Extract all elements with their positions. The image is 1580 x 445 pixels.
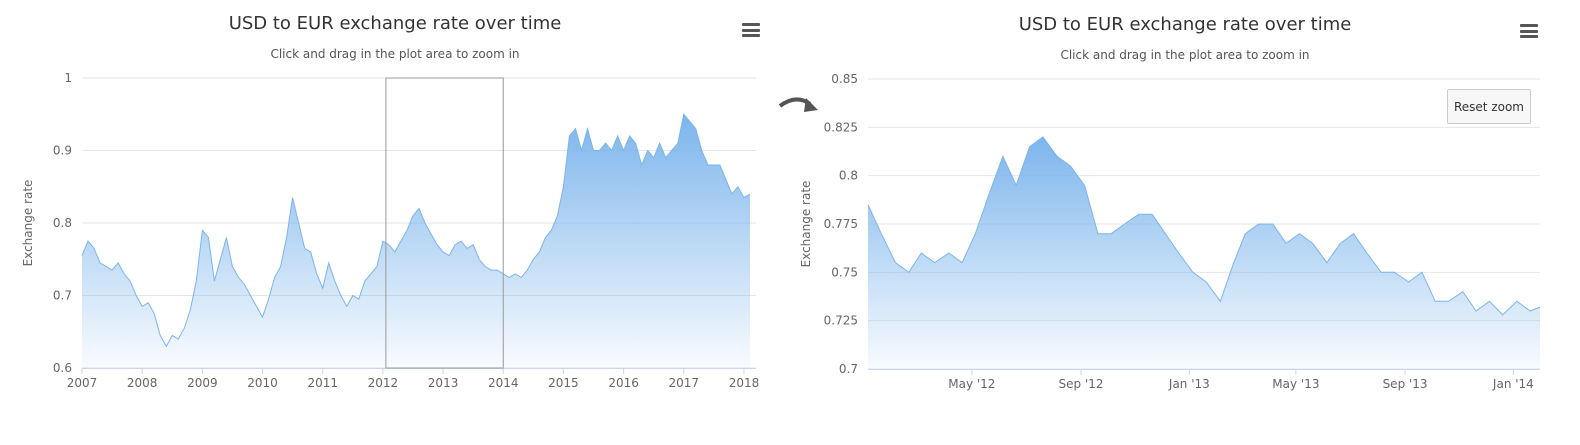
- series-line: [81, 113, 751, 348]
- right-chart-title: USD to EUR exchange rate over time: [1018, 14, 1352, 35]
- y-tick-label: 0.7: [839, 362, 858, 376]
- series-area: [82, 114, 750, 368]
- left-chart-subtitle: Click and drag in the plot area to zoom …: [270, 47, 520, 61]
- y-tick-label: 0.775: [824, 217, 858, 231]
- x-tick-label: 2013: [428, 376, 459, 390]
- y-tick-label: 0.6: [53, 361, 72, 375]
- series-area: [868, 137, 1540, 369]
- y-tick-label: 0.7: [53, 289, 72, 303]
- y-tick-label: 0.825: [824, 120, 858, 134]
- y-tick-label: 0.725: [824, 314, 858, 328]
- x-tick-label: 2017: [669, 376, 700, 390]
- y-tick-label: 0.75: [831, 265, 858, 279]
- x-tick-label: 2018: [729, 376, 760, 390]
- y-axis-title: Exchange rate: [21, 180, 35, 267]
- left-chart-title: USD to EUR exchange rate over time: [228, 13, 562, 34]
- y-tick-label: 1: [64, 71, 72, 85]
- left-chart-panel: USD to EUR exchange rate over time Click…: [0, 0, 790, 445]
- left-chart-svg[interactable]: 0.6 0.7 0.8 0.9 1 2007 2008 2009 2010 2011 2012 201…: [0, 0, 790, 445]
- zoom-selection-rect: [385, 77, 504, 369]
- x-tick-label: 2009: [187, 376, 218, 390]
- right-chart-panel: USD to EUR exchange rate over time Click…: [790, 0, 1580, 445]
- x-tick-label: 2007: [67, 376, 98, 390]
- curved-arrow-icon: [778, 97, 818, 112]
- y-tick-label: 0.9: [53, 144, 72, 158]
- x-tick-label: 2011: [307, 376, 338, 390]
- x-tick-label: Sep '13: [1383, 377, 1428, 391]
- x-tick-label: 2015: [548, 376, 579, 390]
- right-chart-subtitle: Click and drag in the plot area to zoom …: [1060, 48, 1310, 62]
- hamburger-menu-icon[interactable]: [1520, 24, 1538, 38]
- reset-zoom-button[interactable]: Reset zoom: [1447, 89, 1531, 124]
- y-axis-title: Exchange rate: [799, 181, 813, 268]
- y-tick-label: 0.8: [839, 169, 858, 183]
- x-tick-label: Jan '13: [1168, 377, 1210, 391]
- x-tick-label: May '12: [948, 377, 995, 391]
- x-tick-label: Jan '14: [1492, 377, 1534, 391]
- x-tick-label: 2014: [488, 376, 519, 390]
- y-tick-label: 0.85: [831, 72, 858, 86]
- right-chart-svg[interactable]: 0.7 0.725 0.75 0.775 0.8 0.825 0.85 May '12 Sep …: [790, 0, 1580, 445]
- x-tick-label: Sep '12: [1059, 377, 1104, 391]
- x-tick-label: 2010: [247, 376, 278, 390]
- x-tick-label: 2012: [368, 376, 399, 390]
- x-tick-label: May '13: [1272, 377, 1319, 391]
- hamburger-menu-icon[interactable]: [742, 23, 760, 37]
- x-tick-label: 2008: [127, 376, 158, 390]
- series-line: [867, 136, 1541, 316]
- y-tick-label: 0.8: [53, 216, 72, 230]
- x-tick-label: 2016: [608, 376, 639, 390]
